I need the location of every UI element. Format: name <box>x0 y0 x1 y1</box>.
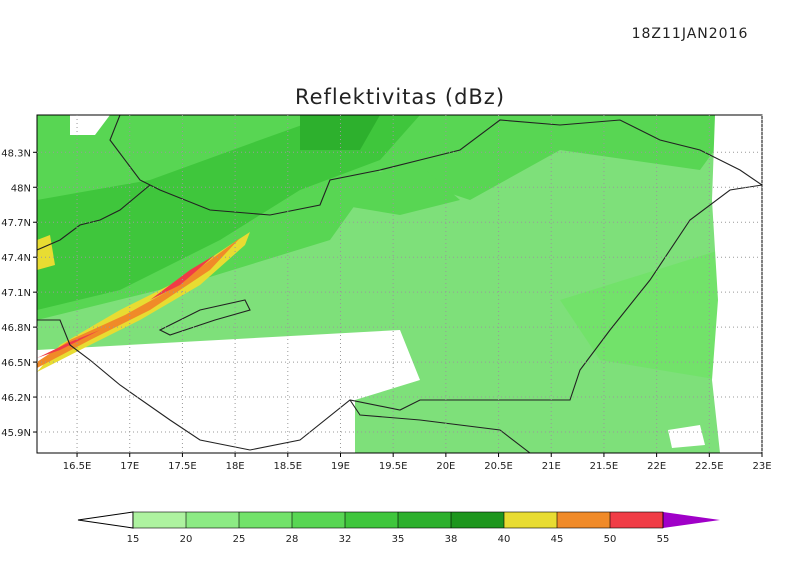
x-tick-label: 20E <box>436 461 455 472</box>
colorbar-box <box>133 512 186 528</box>
reflectivity-field <box>37 115 762 453</box>
colorbar-label: 38 <box>445 534 458 545</box>
y-tick-label: 47.1N <box>1 288 31 299</box>
colorbar-label: 32 <box>339 534 352 545</box>
no-echo <box>712 115 762 453</box>
colorbar-label: 20 <box>180 534 193 545</box>
x-tick-label: 19E <box>331 461 350 472</box>
colorbar-box <box>292 512 345 528</box>
field-patch <box>560 250 720 380</box>
no-echo <box>70 115 110 135</box>
field-patch <box>330 165 460 215</box>
band <box>37 330 100 358</box>
colorbar-label: 50 <box>604 534 617 545</box>
colorbar-label: 55 <box>657 534 670 545</box>
x-tick-label: 17E <box>120 461 139 472</box>
y-tick-label: 45.9N <box>1 428 31 439</box>
no-echo <box>37 340 410 453</box>
x-tick-label: 22.5E <box>695 461 724 472</box>
y-tick-label: 48N <box>11 183 31 194</box>
field-patch <box>37 115 420 310</box>
colorbar-label: 25 <box>233 534 246 545</box>
colorbar-box <box>504 512 557 528</box>
x-tick-label: 20.5E <box>484 461 513 472</box>
x-tick-label: 16.5E <box>63 461 92 472</box>
colorbar-label: 15 <box>127 534 140 545</box>
timestamp: 18Z11JAN2016 <box>632 26 749 42</box>
x-tick-label: 22E <box>647 461 666 472</box>
colorbar-label: 40 <box>498 534 511 545</box>
field-patch <box>300 115 380 150</box>
colorbar-box <box>451 512 504 528</box>
colorbar-box <box>239 512 292 528</box>
colorbar-label: 35 <box>392 534 405 545</box>
x-tick-label: 17.5E <box>168 461 197 472</box>
x-tick-label: 21.5E <box>590 461 619 472</box>
colorbar-box <box>557 512 610 528</box>
colorbar-over <box>663 512 720 528</box>
colorbar-box <box>345 512 398 528</box>
x-tick-label: 18.5E <box>274 461 303 472</box>
x-tick-label: 21E <box>542 461 561 472</box>
y-tick-label: 46.5N <box>1 358 31 369</box>
colorbar-box <box>398 512 451 528</box>
y-tick-label: 46.8N <box>1 323 31 334</box>
y-tick-label: 48.3N <box>1 148 31 159</box>
colorbar-label: 45 <box>551 534 564 545</box>
band <box>150 255 215 300</box>
colorbar-label: 28 <box>286 534 299 545</box>
y-tick-label: 47.7N <box>1 218 31 229</box>
x-tick-label: 23E <box>752 461 771 472</box>
map-title: Reflektivitas (dBz) <box>295 85 505 109</box>
colorbar-box <box>186 512 239 528</box>
y-tick-label: 47.4N <box>1 253 31 264</box>
x-tick-label: 18E <box>226 461 245 472</box>
x-tick-label: 19.5E <box>379 461 408 472</box>
no-echo <box>668 425 705 448</box>
y-tick-label: 46.2N <box>1 393 31 404</box>
colorbar-under <box>77 511 134 529</box>
colorbar-box <box>610 512 663 528</box>
